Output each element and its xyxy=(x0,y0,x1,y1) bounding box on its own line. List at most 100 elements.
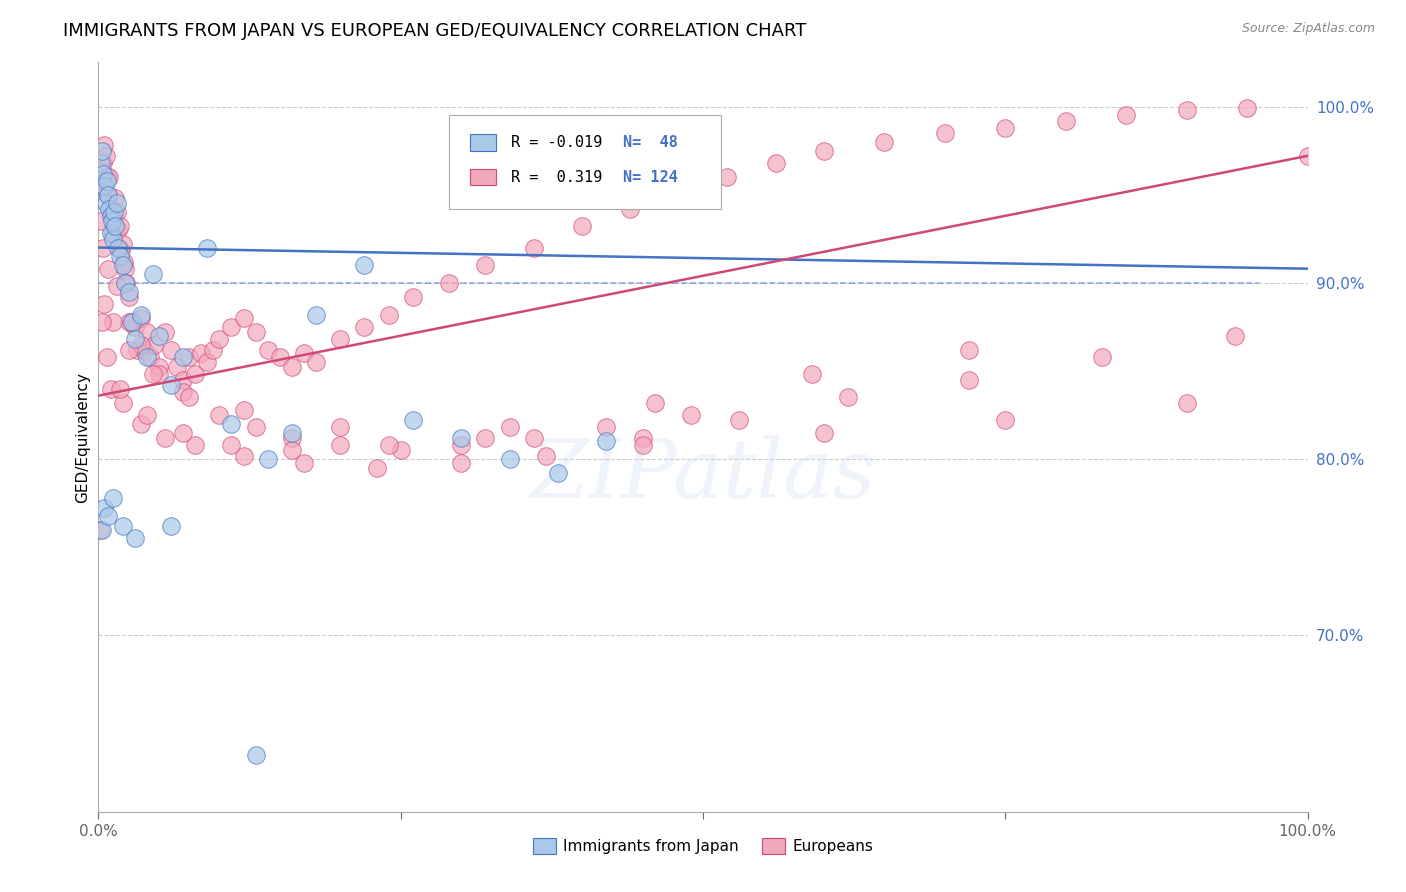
FancyBboxPatch shape xyxy=(449,115,721,209)
Legend: Immigrants from Japan, Europeans: Immigrants from Japan, Europeans xyxy=(527,832,879,860)
Point xyxy=(91,178,114,193)
Point xyxy=(98,169,121,184)
Point xyxy=(153,325,176,339)
Point xyxy=(148,360,170,375)
Point xyxy=(153,431,176,445)
Point xyxy=(97,187,120,202)
Point xyxy=(91,156,114,170)
Point xyxy=(121,315,143,329)
Point xyxy=(160,343,183,357)
Point xyxy=(957,373,980,387)
Point xyxy=(129,337,152,351)
Point xyxy=(800,368,823,382)
Point xyxy=(142,267,165,281)
Text: IMMIGRANTS FROM JAPAN VS EUROPEAN GED/EQUIVALENCY CORRELATION CHART: IMMIGRANTS FROM JAPAN VS EUROPEAN GED/EQ… xyxy=(63,22,807,40)
Point xyxy=(97,261,120,276)
Point xyxy=(172,350,194,364)
Point xyxy=(107,241,129,255)
Point xyxy=(91,315,114,329)
Point xyxy=(111,237,134,252)
Point xyxy=(281,425,304,440)
Point xyxy=(115,276,138,290)
Point xyxy=(90,156,112,170)
Point xyxy=(96,350,118,364)
Point xyxy=(292,346,315,360)
Point xyxy=(184,368,207,382)
Point xyxy=(195,355,218,369)
Point xyxy=(474,258,496,272)
Point xyxy=(100,202,122,216)
Point xyxy=(668,184,690,198)
Point xyxy=(329,332,352,346)
Point xyxy=(474,431,496,445)
Point xyxy=(94,149,117,163)
Point xyxy=(105,279,128,293)
Point xyxy=(934,126,956,140)
Point xyxy=(124,532,146,546)
Point xyxy=(523,241,546,255)
Point xyxy=(450,438,472,452)
Point xyxy=(1296,149,1319,163)
Point xyxy=(402,413,425,427)
Point xyxy=(329,420,352,434)
Point xyxy=(103,205,125,219)
Point xyxy=(108,382,131,396)
Point xyxy=(679,408,702,422)
Point xyxy=(523,431,546,445)
Point xyxy=(221,438,243,452)
Point xyxy=(160,519,183,533)
Point xyxy=(127,343,149,357)
Point xyxy=(353,319,375,334)
Point xyxy=(101,315,124,329)
Point xyxy=(269,350,291,364)
Point xyxy=(148,368,170,382)
Point xyxy=(96,173,118,187)
Point xyxy=(114,276,136,290)
Point xyxy=(166,360,188,375)
Point xyxy=(813,144,835,158)
Point xyxy=(111,258,134,272)
Point xyxy=(402,290,425,304)
Point xyxy=(104,219,127,234)
Point xyxy=(232,449,254,463)
Point xyxy=(98,202,121,216)
Point xyxy=(994,120,1017,135)
Point xyxy=(631,431,654,445)
Point xyxy=(873,135,896,149)
Text: N= 124: N= 124 xyxy=(623,169,678,185)
Point xyxy=(1091,350,1114,364)
Point xyxy=(108,249,131,263)
Point xyxy=(105,205,128,219)
Point xyxy=(245,420,267,434)
Point xyxy=(256,343,278,357)
Point xyxy=(100,214,122,228)
Point xyxy=(619,202,641,216)
Point xyxy=(96,169,118,184)
Point xyxy=(112,254,135,268)
Point xyxy=(120,315,142,329)
Point xyxy=(97,508,120,523)
Point xyxy=(124,319,146,334)
Point xyxy=(91,523,114,537)
Point xyxy=(172,385,194,400)
Point xyxy=(93,501,115,516)
Point xyxy=(129,417,152,431)
Point xyxy=(765,156,787,170)
Point xyxy=(994,413,1017,427)
Point xyxy=(184,438,207,452)
Point xyxy=(366,461,388,475)
Point xyxy=(498,452,520,467)
Point xyxy=(292,456,315,470)
Point xyxy=(353,258,375,272)
Point xyxy=(179,350,201,364)
Point xyxy=(91,167,114,181)
Point xyxy=(232,311,254,326)
Point xyxy=(329,438,352,452)
Point xyxy=(221,417,243,431)
Point xyxy=(89,523,111,537)
Point xyxy=(135,408,157,422)
Point xyxy=(837,391,859,405)
Point xyxy=(595,420,617,434)
Point xyxy=(957,343,980,357)
Point xyxy=(104,191,127,205)
